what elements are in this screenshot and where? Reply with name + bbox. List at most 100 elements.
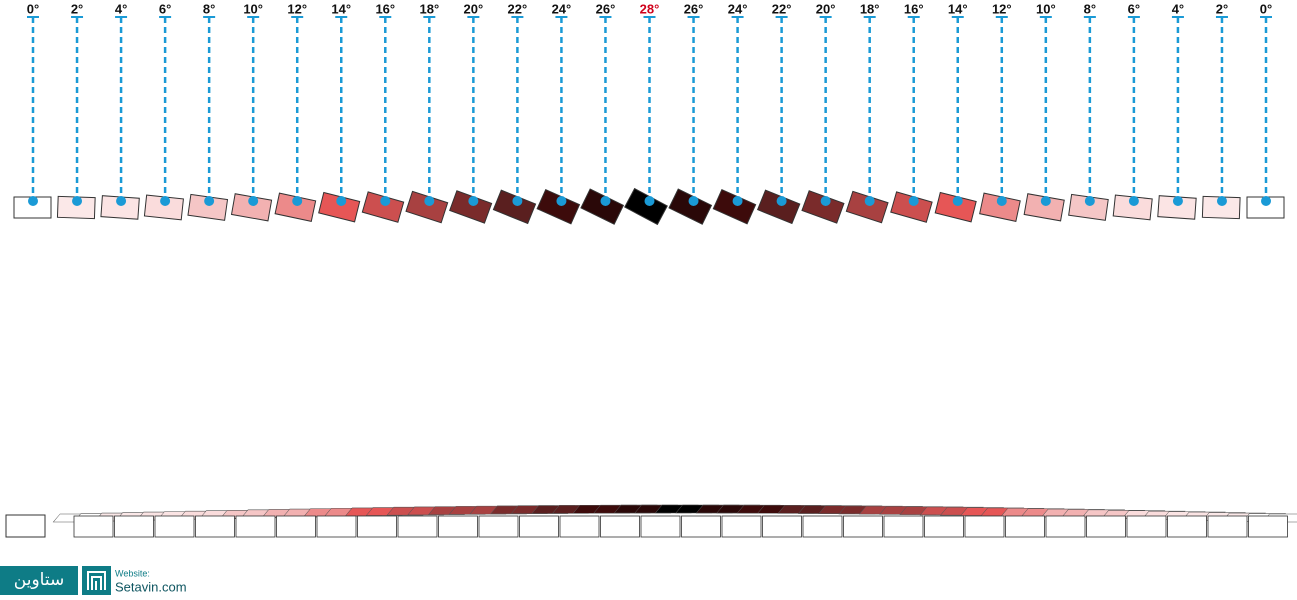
strip-box [5,514,46,538]
angle-label: 6° [1128,1,1140,16]
strip-box [721,515,762,538]
pivot-dot [1084,196,1095,206]
website-url: Setavin.com [115,579,187,594]
strip-box [1005,515,1045,538]
pivot-dot [732,196,743,206]
angle-label: 6° [159,1,171,16]
strip-box [640,515,681,538]
domino [890,191,933,223]
strip-box [600,515,640,538]
strip-box [762,515,802,538]
strip-box [438,515,478,538]
logo-name: ستاوین [14,570,64,590]
website-label: Website: [115,568,150,578]
strip-box [559,515,600,538]
strip-box [1207,515,1248,538]
domino [756,189,801,225]
angle-label: 24° [728,1,748,16]
angle-label: 12° [287,1,307,16]
pivot-dot [908,196,919,206]
strip-box [397,515,438,538]
domino [801,190,845,224]
domino [449,190,493,224]
pivot-dot [28,196,38,206]
angle-label: 4° [1172,1,1184,16]
strip-box [478,515,519,538]
strip-box [114,515,154,538]
angle-label: 18° [860,1,880,16]
logo: ستاوین Website: Setavin.com [0,566,187,595]
pivot-dot [72,196,83,206]
angle-label: 26° [684,1,704,16]
strip-box [1248,515,1288,538]
pivot-dot [336,196,347,206]
strip-box [924,515,964,538]
strip-box [73,515,114,538]
angle-label: 18° [419,1,439,16]
domino [845,190,889,224]
angle-label: 22° [508,1,528,16]
pivot-dot [864,196,875,206]
angle-label: 14° [948,1,968,16]
angle-label: 2° [1216,1,1228,16]
domino [361,191,405,223]
pivot-dot [468,196,479,206]
angle-label: 0° [27,1,39,16]
strip-box [1167,515,1207,538]
domino [668,188,713,225]
pivot-dot [556,196,567,206]
angle-label: 14° [331,1,351,16]
strip-box [519,515,559,538]
angle-label: 26° [596,1,616,16]
angle-label: 10° [1036,1,1056,16]
pivot-dot [1128,196,1139,206]
pivot-dot [688,196,699,206]
strip-box [357,515,397,538]
angle-label: 8° [203,1,215,16]
pivot-dot [160,196,171,206]
strip-box [1045,515,1086,538]
angle-label: 20° [464,1,484,16]
angle-label: 12° [992,1,1012,16]
pivot-dot [1172,196,1183,206]
strip-box [843,515,883,538]
pivot-dot [820,196,831,206]
strip-box [276,515,316,538]
angle-label: 0° [1260,1,1272,16]
angle-label: 8° [1084,1,1096,16]
strip-box [964,515,1005,538]
domino [405,190,449,224]
domino [492,189,537,225]
pivot-dot [776,196,787,206]
angle-label: 20° [816,1,836,16]
pivot-dot [1040,196,1051,206]
pivot-dot [996,196,1007,206]
angle-label: 24° [552,1,572,16]
angle-label: 28° [640,1,660,16]
strip-box [235,515,276,538]
pivot-dot [1261,196,1271,206]
domino [580,188,625,225]
pivot-dot [248,196,259,206]
strip-box [802,515,843,538]
strip-box [1126,515,1167,538]
strip-box [154,515,195,538]
logo-badge [0,566,78,595]
pivot-dot [292,196,303,206]
pivot-dot [644,196,655,206]
angle-label: 16° [375,1,395,16]
angle-label: 22° [772,1,792,16]
angle-label: 10° [243,1,263,16]
logo-icon [82,566,111,595]
domino [712,188,757,225]
pivot-dot [380,196,391,206]
strip-box [681,515,721,538]
pivot-dot [116,196,127,206]
angle-label: 4° [115,1,127,16]
pivot-dot [952,196,963,206]
logo-glyph [87,571,106,590]
strip-box [316,515,357,538]
pivot-dot [600,196,611,206]
strip-box [883,515,924,538]
